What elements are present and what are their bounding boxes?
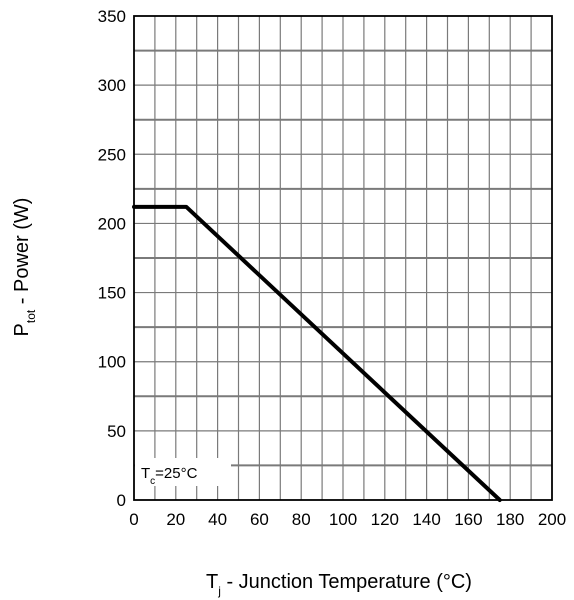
x-tick-label: 40	[208, 510, 227, 529]
tc-annotation-background	[135, 458, 231, 486]
y-axis-title-subscript: tot	[24, 309, 38, 323]
tc-annotation: Tc=25°C	[135, 458, 231, 487]
y-tick-label: 200	[98, 214, 126, 233]
plot-frame	[133, 15, 553, 501]
x-tick-label: 160	[454, 510, 482, 529]
y-axis-title-text: - Power (W)	[11, 198, 33, 310]
tc-annotation-text: Tc=25°C	[141, 465, 198, 487]
tc-annotation-subscript: c	[150, 476, 155, 487]
grid-layer	[134, 16, 552, 500]
power-derating-line	[132, 204, 502, 502]
x-tick-label: 0	[129, 510, 138, 529]
tick-layer: 0 50 100 150 200 250 300 350 0 20 40 60 80 100 120 140 1…	[98, 7, 567, 529]
x-tick-label: 200	[538, 510, 566, 529]
y-axis-title: Ptot - Power (W)	[11, 198, 38, 337]
series-layer	[132, 204, 502, 502]
x-tick-label: 120	[371, 510, 399, 529]
y-tick-label: 250	[98, 145, 126, 164]
y-tick-label: 150	[98, 284, 126, 303]
y-axis-title-main: P	[11, 323, 33, 336]
x-tick-label: 60	[250, 510, 269, 529]
y-tick-label: 100	[98, 353, 126, 372]
x-axis-title-subscript: j	[217, 584, 221, 598]
tc-annotation-main: T	[141, 465, 150, 482]
y-tick-label: 50	[107, 422, 126, 441]
tc-annotation-value: =25°C	[155, 465, 197, 482]
y-tick-label: 350	[98, 7, 126, 26]
x-tick-label: 140	[412, 510, 440, 529]
x-axis-title: Tj - Junction Temperature (°C)	[206, 571, 472, 598]
y-tick-label: 0	[117, 491, 126, 510]
frame-layer	[133, 15, 553, 501]
y-tick-label: 300	[98, 76, 126, 95]
x-axis-title-text: - Junction Temperature (°C)	[221, 571, 472, 593]
x-tick-label: 20	[166, 510, 185, 529]
x-axis-title-main: T	[206, 571, 218, 593]
x-tick-label: 100	[329, 510, 357, 529]
x-tick-label: 80	[292, 510, 311, 529]
x-tick-label: 180	[496, 510, 524, 529]
